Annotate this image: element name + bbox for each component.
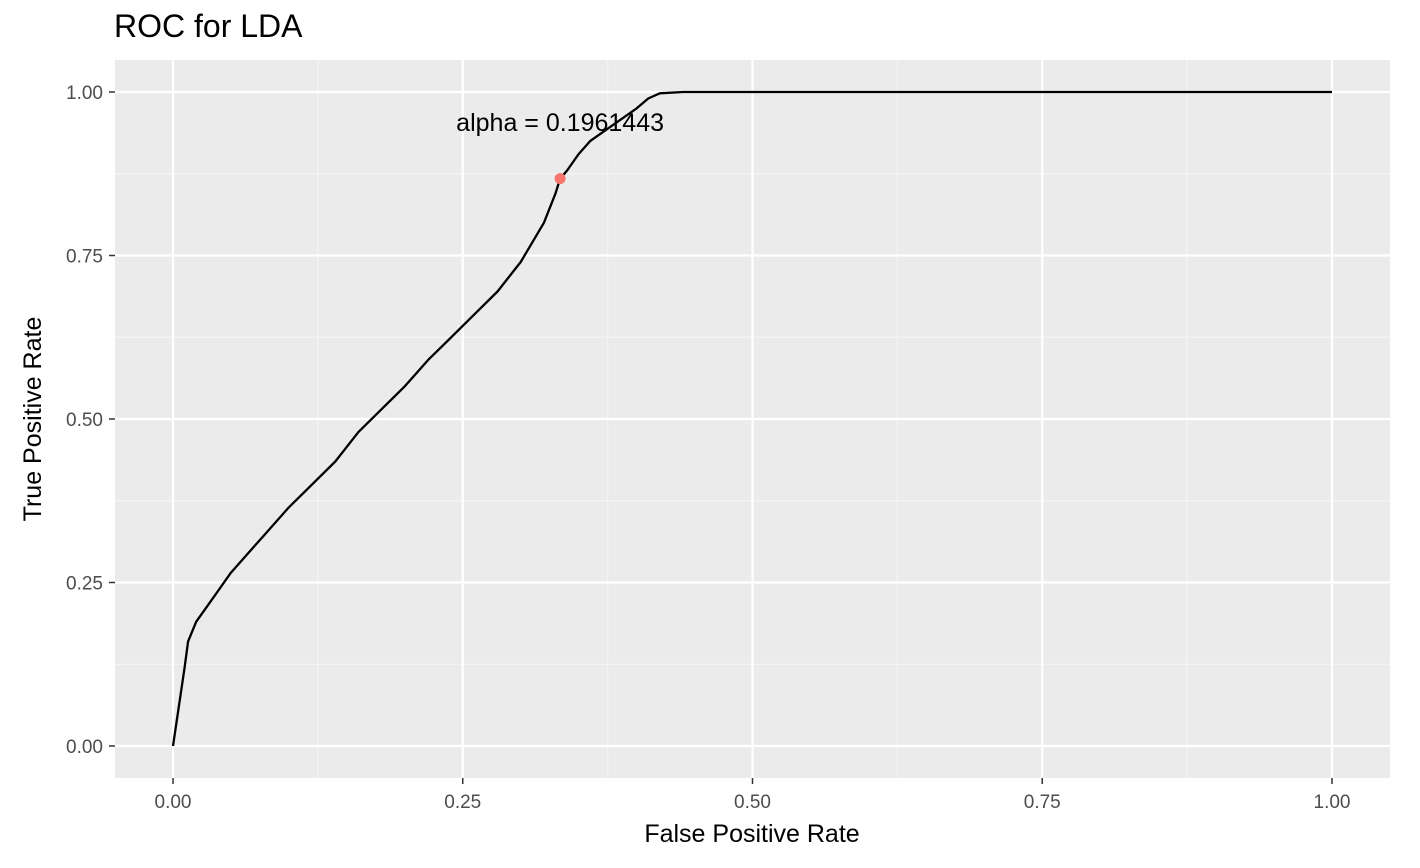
roc-curve-line [171, 90, 1332, 747]
y-axis-ticks: 0.00 0.25 0.50 0.75 1.00 [66, 83, 115, 758]
x-tick-label: 1.00 [1314, 792, 1351, 813]
x-axis-ticks: 0.00 0.25 0.50 0.75 1.00 [155, 778, 1351, 813]
y-axis-title: True Positive Rate [19, 317, 47, 522]
y-tick-label: 1.00 [66, 83, 103, 104]
y-tick-label: 0.50 [66, 410, 103, 431]
x-tick-label: 0.50 [734, 792, 771, 813]
x-tick-label: 0.75 [1024, 792, 1061, 813]
y-tick-label: 0.75 [66, 247, 103, 268]
chart-title: ROC for LDA [114, 8, 303, 44]
x-axis-title: False Positive Rate [644, 820, 859, 848]
y-tick-label: 0.00 [66, 737, 103, 758]
major-gridlines [115, 60, 1390, 778]
x-tick-label: 0.25 [444, 792, 481, 813]
optimal-threshold-point [554, 173, 566, 185]
y-tick-label: 0.25 [66, 574, 103, 595]
x-tick-label: 0.00 [155, 792, 192, 813]
alpha-annotation: alpha = 0.1961443 [456, 109, 664, 137]
